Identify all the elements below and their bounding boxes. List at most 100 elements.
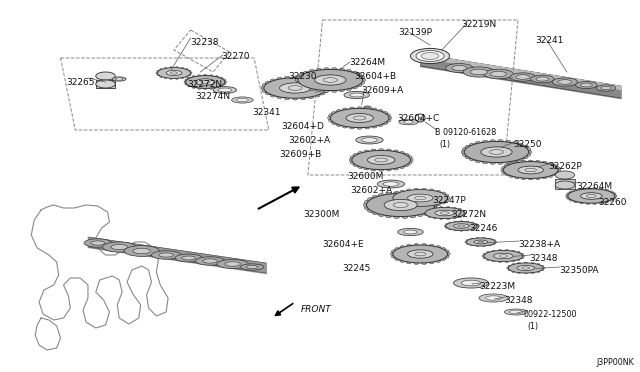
Ellipse shape xyxy=(276,77,282,81)
Ellipse shape xyxy=(404,121,413,124)
Ellipse shape xyxy=(298,70,363,90)
Ellipse shape xyxy=(378,212,385,217)
Ellipse shape xyxy=(303,85,309,89)
Ellipse shape xyxy=(217,260,248,269)
Ellipse shape xyxy=(367,193,435,217)
Ellipse shape xyxy=(170,72,177,74)
Ellipse shape xyxy=(364,200,371,204)
Ellipse shape xyxy=(511,260,515,262)
Ellipse shape xyxy=(350,161,355,164)
Ellipse shape xyxy=(395,248,400,251)
Text: 32245: 32245 xyxy=(342,264,371,273)
Ellipse shape xyxy=(505,140,511,144)
Ellipse shape xyxy=(404,230,417,234)
Ellipse shape xyxy=(452,65,467,70)
Text: 32604+C: 32604+C xyxy=(397,114,439,123)
Text: 32348: 32348 xyxy=(504,296,533,305)
Ellipse shape xyxy=(421,52,439,60)
Text: 32219N: 32219N xyxy=(461,20,497,29)
Ellipse shape xyxy=(486,251,490,253)
Ellipse shape xyxy=(428,198,434,202)
Ellipse shape xyxy=(433,217,436,219)
Ellipse shape xyxy=(395,192,400,195)
Text: 32300M: 32300M xyxy=(303,210,339,219)
Ellipse shape xyxy=(308,95,314,99)
Ellipse shape xyxy=(314,79,320,83)
Ellipse shape xyxy=(580,83,592,87)
Ellipse shape xyxy=(296,76,302,79)
Ellipse shape xyxy=(222,83,225,85)
Ellipse shape xyxy=(548,163,552,166)
Text: 32250: 32250 xyxy=(513,140,541,149)
Ellipse shape xyxy=(555,181,575,189)
Ellipse shape xyxy=(493,243,495,244)
Ellipse shape xyxy=(353,116,366,120)
Ellipse shape xyxy=(505,260,509,263)
Ellipse shape xyxy=(460,221,463,222)
Ellipse shape xyxy=(478,241,484,243)
Ellipse shape xyxy=(570,191,573,193)
Ellipse shape xyxy=(511,250,515,252)
Ellipse shape xyxy=(454,230,457,231)
Ellipse shape xyxy=(84,239,111,247)
Ellipse shape xyxy=(440,212,449,214)
Ellipse shape xyxy=(566,195,570,197)
Ellipse shape xyxy=(404,154,409,157)
Ellipse shape xyxy=(465,241,467,243)
Ellipse shape xyxy=(509,174,514,177)
Ellipse shape xyxy=(332,121,337,125)
Ellipse shape xyxy=(288,86,302,90)
Ellipse shape xyxy=(404,163,409,167)
Ellipse shape xyxy=(414,261,419,264)
Ellipse shape xyxy=(566,193,571,195)
Ellipse shape xyxy=(362,138,377,142)
Ellipse shape xyxy=(350,156,355,159)
Ellipse shape xyxy=(393,202,408,208)
Ellipse shape xyxy=(170,67,173,68)
Ellipse shape xyxy=(463,212,466,214)
Ellipse shape xyxy=(452,217,456,219)
Ellipse shape xyxy=(440,218,443,219)
Ellipse shape xyxy=(471,222,474,224)
Ellipse shape xyxy=(580,193,602,199)
Ellipse shape xyxy=(378,168,384,171)
Ellipse shape xyxy=(209,87,213,89)
Ellipse shape xyxy=(467,240,469,241)
Ellipse shape xyxy=(365,126,370,129)
Ellipse shape xyxy=(490,161,495,164)
Ellipse shape xyxy=(465,155,471,159)
Ellipse shape xyxy=(490,150,504,154)
Ellipse shape xyxy=(423,211,429,215)
Ellipse shape xyxy=(465,145,471,149)
Ellipse shape xyxy=(525,153,531,156)
Text: 32262P: 32262P xyxy=(548,162,582,171)
Ellipse shape xyxy=(133,248,150,254)
Ellipse shape xyxy=(445,253,450,256)
Ellipse shape xyxy=(189,72,192,74)
Ellipse shape xyxy=(489,238,492,240)
Ellipse shape xyxy=(192,76,195,78)
Text: J3PP00NK: J3PP00NK xyxy=(596,358,634,367)
Ellipse shape xyxy=(482,140,488,144)
Ellipse shape xyxy=(204,87,207,90)
Ellipse shape xyxy=(394,214,399,218)
Ellipse shape xyxy=(102,242,136,252)
Ellipse shape xyxy=(332,89,337,92)
Ellipse shape xyxy=(392,255,396,258)
Ellipse shape xyxy=(395,201,400,204)
Ellipse shape xyxy=(182,256,195,260)
Ellipse shape xyxy=(505,160,511,164)
Ellipse shape xyxy=(446,206,450,208)
Ellipse shape xyxy=(579,188,584,191)
Ellipse shape xyxy=(492,260,495,262)
Text: 32246: 32246 xyxy=(469,224,497,233)
Ellipse shape xyxy=(516,75,530,79)
Ellipse shape xyxy=(375,158,387,162)
Ellipse shape xyxy=(384,199,417,211)
Ellipse shape xyxy=(371,149,376,153)
Text: 32604+D: 32604+D xyxy=(282,122,324,131)
Ellipse shape xyxy=(454,224,469,228)
Ellipse shape xyxy=(385,114,390,117)
Ellipse shape xyxy=(417,212,423,217)
Ellipse shape xyxy=(493,253,513,259)
